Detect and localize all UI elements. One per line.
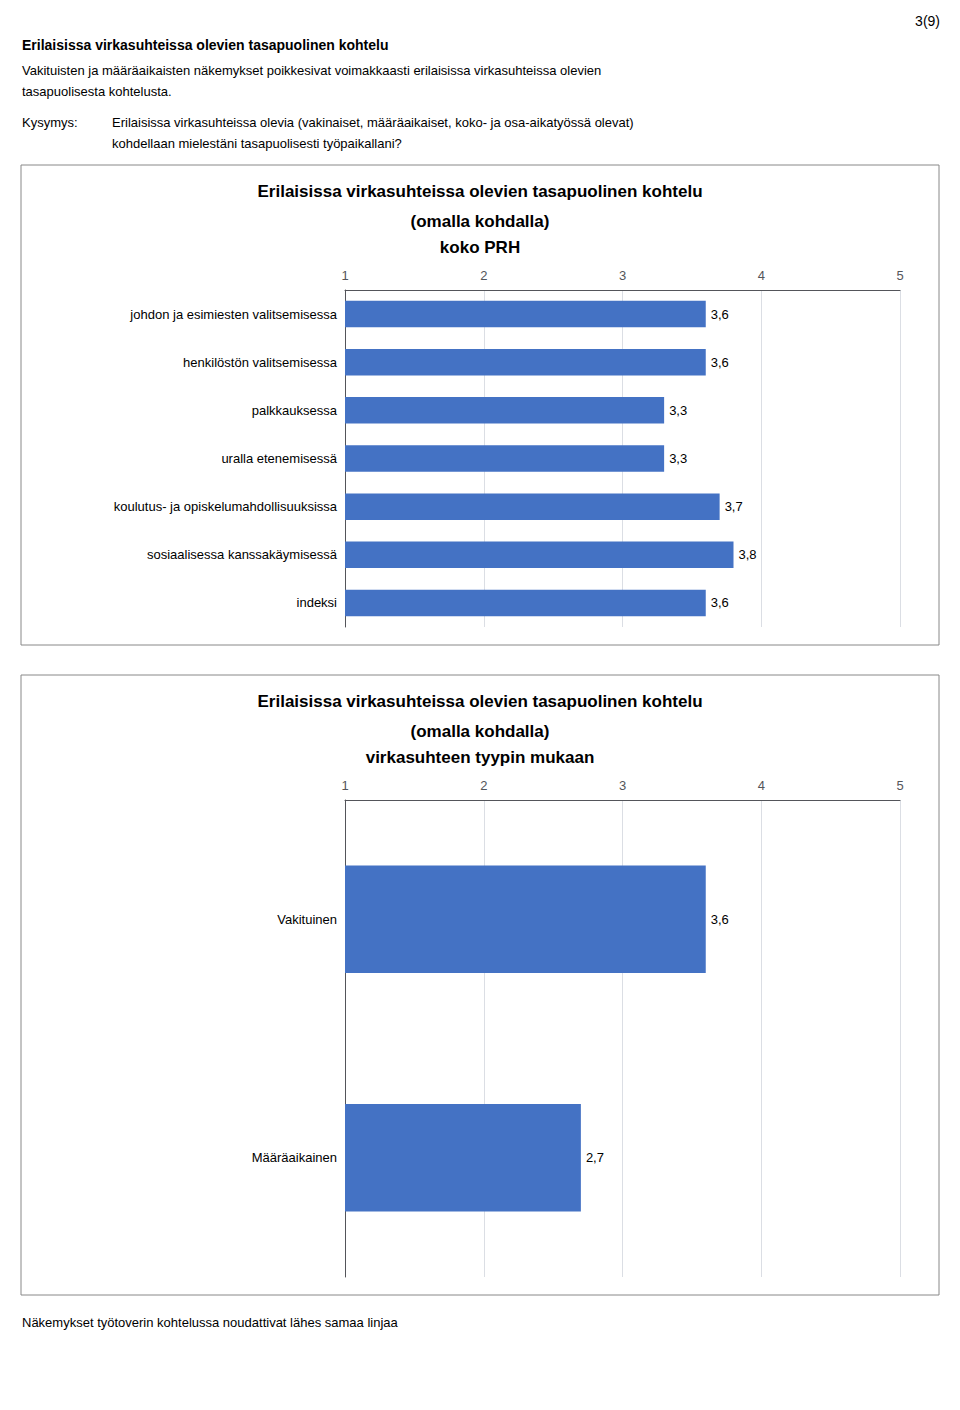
svg-text:tasapuolisesta kohtelusta.: tasapuolisesta kohtelusta. (22, 84, 172, 99)
svg-text:3,6: 3,6 (711, 595, 729, 610)
svg-text:henkilöstön valitsemisessa: henkilöstön valitsemisessa (183, 355, 338, 370)
svg-text:johdon ja esimiesten valitsemi: johdon ja esimiesten valitsemisessa (129, 307, 337, 322)
svg-text:2: 2 (480, 778, 487, 793)
svg-text:1: 1 (341, 268, 348, 283)
svg-text:3,7: 3,7 (725, 499, 743, 514)
svg-text:3(9): 3(9) (915, 13, 940, 29)
svg-text:Vakituinen: Vakituinen (277, 912, 337, 927)
svg-text:3,6: 3,6 (711, 307, 729, 322)
svg-text:Näkemykset työtoverin kohtelus: Näkemykset työtoverin kohtelussa noudatt… (22, 1315, 399, 1330)
svg-text:5: 5 (896, 268, 903, 283)
svg-text:3,3: 3,3 (669, 451, 687, 466)
svg-text:virkasuhteen tyypin mukaan: virkasuhteen tyypin mukaan (366, 748, 595, 767)
svg-text:koulutus- ja opiskelumahdollis: koulutus- ja opiskelumahdollisuuksissa (114, 499, 338, 514)
svg-text:Vakituisten ja määräaikaisten: Vakituisten ja määräaikaisten näkemykset… (22, 63, 601, 78)
svg-text:5: 5 (896, 778, 903, 793)
svg-text:2,7: 2,7 (586, 1150, 604, 1165)
svg-text:kohdellaan mielestäni tasapuol: kohdellaan mielestäni tasapuolisesti työ… (112, 136, 402, 151)
svg-text:3: 3 (619, 268, 626, 283)
svg-text:(omalla kohdalla): (omalla kohdalla) (411, 212, 550, 231)
svg-text:Erilaisissa virkasuhteissa ole: Erilaisissa virkasuhteissa olevia (vakin… (112, 115, 634, 130)
svg-text:Määräaikainen: Määräaikainen (252, 1150, 337, 1165)
svg-text:Kysymys:: Kysymys: (22, 115, 78, 130)
svg-text:(omalla kohdalla): (omalla kohdalla) (411, 722, 550, 741)
svg-text:3,8: 3,8 (739, 547, 757, 562)
svg-text:3,3: 3,3 (669, 403, 687, 418)
svg-text:2: 2 (480, 268, 487, 283)
svg-text:Erilaisissa virkasuhteissa ole: Erilaisissa virkasuhteissa olevien tasap… (257, 182, 702, 201)
svg-text:palkkauksessa: palkkauksessa (252, 403, 338, 418)
svg-text:3,6: 3,6 (711, 355, 729, 370)
svg-text:sosiaalisessa kanssakäymisessä: sosiaalisessa kanssakäymisessä (147, 547, 338, 562)
svg-text:4: 4 (758, 778, 765, 793)
svg-text:3: 3 (619, 778, 626, 793)
svg-text:4: 4 (758, 268, 765, 283)
svg-text:1: 1 (341, 778, 348, 793)
svg-text:koko PRH: koko PRH (440, 238, 520, 257)
svg-text:3,6: 3,6 (711, 912, 729, 927)
svg-text:Erilaisissa virkasuhteissa ole: Erilaisissa virkasuhteissa olevien tasap… (257, 692, 702, 711)
svg-text:Erilaisissa virkasuhteissa ole: Erilaisissa virkasuhteissa olevien tasap… (22, 37, 388, 53)
svg-text:uralla etenemisessä: uralla etenemisessä (221, 451, 337, 466)
svg-text:indeksi: indeksi (297, 595, 338, 610)
